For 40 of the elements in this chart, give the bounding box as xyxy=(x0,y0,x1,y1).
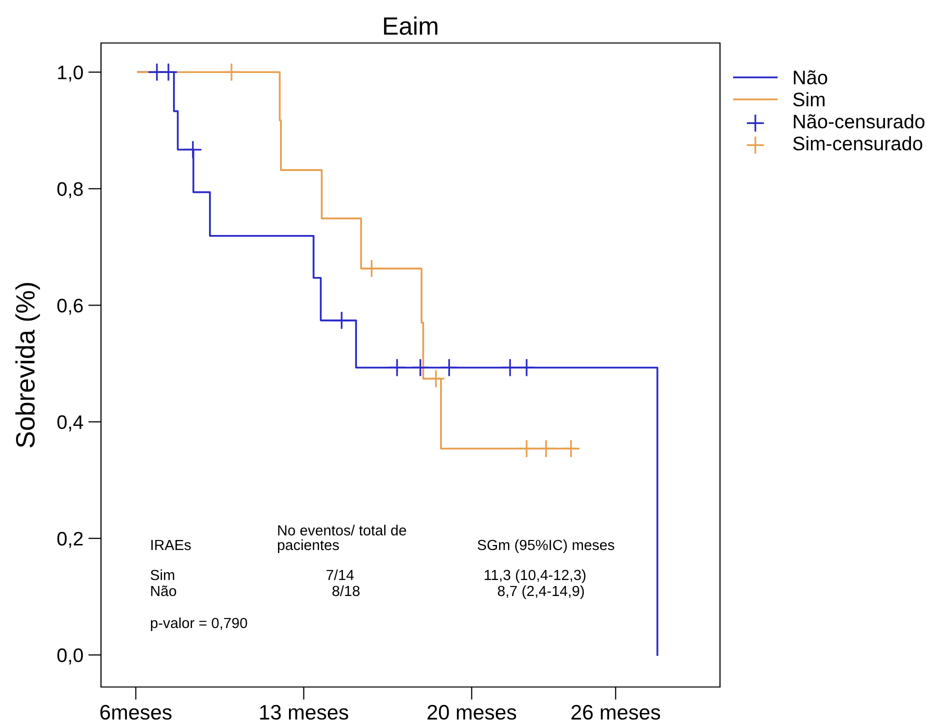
annotation: SGm (95%IC) meses xyxy=(478,539,614,554)
annotation: Sim xyxy=(150,569,174,580)
chart-title: Eaim xyxy=(384,16,438,35)
point xyxy=(332,311,351,330)
annotation: 8,7 (2,4-14,9) xyxy=(498,585,584,600)
point xyxy=(410,358,430,377)
y-tick-label: 0,0 xyxy=(57,648,83,664)
x-tick-label: 6meses xyxy=(100,704,172,720)
point xyxy=(517,358,536,377)
y-tick-label: 0,8 xyxy=(57,182,83,198)
y-tick-label: 0,4 xyxy=(57,415,84,432)
annotation: 8/18 xyxy=(332,585,360,596)
y-tick-label: 0,6 xyxy=(57,298,83,315)
point xyxy=(388,358,406,377)
point xyxy=(500,358,520,377)
x-tick-label: 20 meses xyxy=(428,704,516,720)
legend-label: Não xyxy=(794,70,828,84)
annotation: Não xyxy=(151,586,176,596)
y-axis-title: Sobrevida (%) xyxy=(15,283,40,448)
x-tick-label: 13 meses xyxy=(260,704,348,720)
point xyxy=(362,259,381,278)
y-tick-label: 0,2 xyxy=(57,532,83,548)
legend-label: Não-censurado xyxy=(794,114,924,128)
point xyxy=(440,358,458,377)
point xyxy=(184,140,202,159)
point xyxy=(562,439,580,458)
point xyxy=(159,62,178,82)
point xyxy=(517,439,536,458)
point xyxy=(426,369,446,388)
annotation: IRAEs xyxy=(151,540,191,550)
annotation: 7/14 xyxy=(326,569,354,580)
annotation: p-valor = 0,790 xyxy=(150,617,248,632)
legend-label: Sim xyxy=(793,92,825,106)
point xyxy=(222,62,241,82)
y-tick-label: 1,0 xyxy=(58,66,83,82)
legend-label: Sim-censurado xyxy=(793,136,922,150)
point xyxy=(536,439,556,458)
annotation: No eventos/ total de pacientes xyxy=(278,524,406,554)
annotation: 11,3 (10,4-12,3) xyxy=(484,569,586,584)
x-tick-label: 26 meses xyxy=(572,704,660,720)
